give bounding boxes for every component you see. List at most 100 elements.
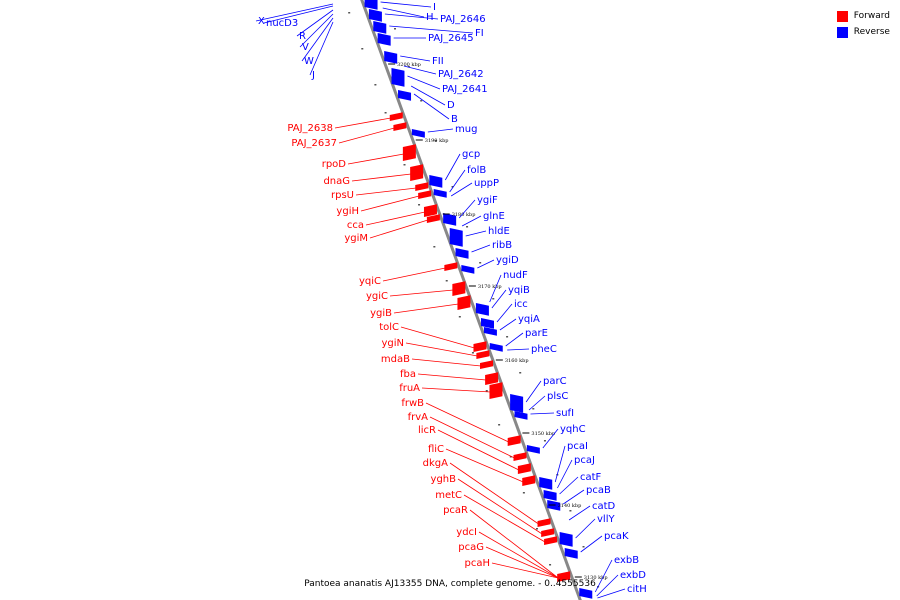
position-marker (471, 352, 474, 354)
position-marker (420, 100, 423, 102)
forward-gene-label-pcag: pcaG (458, 542, 559, 579)
reverse-gene-block (526, 444, 540, 454)
reverse-gene-label-h: H (382, 7, 434, 23)
svg-text:FI: FI (475, 28, 484, 39)
reverse-gene-block (391, 67, 405, 87)
reverse-gene-block (579, 588, 593, 599)
position-marker (535, 528, 538, 530)
reverse-gene-label-ribb: ribB (471, 240, 512, 253)
position-marker (498, 424, 501, 426)
svg-text:pcaI: pcaI (567, 441, 588, 452)
position-marker (519, 372, 522, 374)
svg-text:parC: parC (543, 376, 567, 387)
position-marker (492, 298, 495, 300)
reverse-gene-label-b: B (413, 93, 458, 125)
reverse-gene-block (364, 0, 378, 10)
forward-gene-block (444, 262, 458, 272)
forward-gene-label-ygim: ygiM (344, 219, 429, 244)
forward-gene-block (557, 571, 571, 582)
forward-gene-label-paj-2638: PAJ_2638 (287, 117, 391, 134)
svg-text:nucD3: nucD3 (266, 18, 298, 29)
reverse-gene-label-parc: parC (525, 376, 567, 403)
forward-gene-label-ygib: ygiB (370, 303, 459, 319)
reverse-gene-block (449, 228, 463, 247)
reverse-gene-block (398, 89, 412, 101)
reverse-gene-block (384, 51, 398, 64)
forward-gene-block (537, 518, 551, 527)
position-marker (569, 510, 572, 512)
position-marker (458, 316, 461, 318)
reverse-gene-block (461, 264, 475, 274)
svg-text:PAJ_2641: PAJ_2641 (442, 84, 488, 95)
reverse-gene-block (368, 8, 382, 22)
position-marker (433, 246, 436, 248)
reverse-gene-label-paj-2645: PAJ_2645 (393, 33, 474, 44)
forward-gene-block (410, 164, 424, 181)
reverse-gene-block (481, 317, 495, 329)
position-marker (451, 186, 454, 188)
svg-text:ygiH: ygiH (336, 206, 359, 217)
svg-text:citH: citH (627, 584, 647, 595)
forward-gene-block (544, 536, 558, 545)
svg-text:mug: mug (455, 124, 477, 135)
reverse-gene-block (514, 411, 528, 420)
position-marker (466, 226, 469, 228)
position-marker (361, 48, 364, 50)
svg-text:metC: metC (435, 490, 462, 501)
forward-gene-block (423, 204, 437, 217)
reverse-gene-label-hlde: hldE (465, 226, 510, 237)
forward-gene-block (402, 144, 416, 161)
reverse-gene-block (443, 213, 457, 226)
forward-gene-label-fba: fba (400, 369, 487, 381)
reverse-gene-block (539, 477, 553, 490)
reverse-gene-label-ygid: ygiD (477, 255, 519, 269)
forward-gene-label-ygih: ygiH (336, 195, 420, 217)
svg-text:exbB: exbB (614, 555, 639, 566)
reverse-gene-label-exbb: exbB (594, 555, 639, 593)
reverse-gene-label-r: R (296, 9, 334, 42)
svg-text:pheC: pheC (531, 344, 557, 355)
forward-gene-block (452, 281, 466, 297)
svg-text:W: W (304, 56, 314, 67)
position-marker (445, 280, 448, 282)
forward-swatch (836, 10, 848, 22)
reverse-gene-label-pcak: pcaK (580, 531, 629, 553)
axis-tick-label: 3160 kbp (505, 358, 529, 364)
svg-text:rpoD: rpoD (322, 159, 347, 170)
svg-text:fruA: fruA (399, 383, 420, 394)
position-marker (549, 564, 552, 566)
svg-text:PAJ_2642: PAJ_2642 (438, 69, 484, 80)
forward-gene-label-yqic: yqiC (359, 267, 446, 287)
reverse-gene-label-catd: catD (568, 501, 616, 521)
forward-gene-label-tolc: tolC (379, 322, 475, 349)
svg-text:plsC: plsC (547, 391, 568, 402)
position-marker (522, 492, 525, 494)
reverse-gene-block (483, 327, 497, 336)
reverse-gene-label-gcp: gcp (444, 149, 480, 181)
svg-text:uppP: uppP (474, 178, 499, 189)
forward-gene-label-frua: fruA (399, 383, 491, 394)
axis-tick-label: 3200 kbp (397, 62, 421, 68)
legend-forward-label: Forward (853, 11, 890, 21)
svg-text:ygiD: ygiD (496, 255, 519, 266)
position-marker (394, 28, 397, 30)
svg-text:catF: catF (580, 472, 602, 483)
position-marker (532, 408, 535, 410)
forward-gene-block (415, 182, 429, 191)
forward-gene-block (393, 122, 407, 131)
forward-gene-block (507, 435, 521, 447)
reverse-gene-label-yqhc: yqhC (542, 424, 586, 449)
position-marker (374, 84, 377, 86)
svg-text:J: J (311, 70, 315, 81)
svg-text:ygiC: ygiC (366, 291, 388, 302)
svg-text:ygiN: ygiN (381, 338, 404, 349)
svg-text:I: I (433, 2, 436, 13)
reverse-gene-label-d: D (410, 85, 455, 111)
svg-text:dkgA: dkgA (423, 458, 448, 469)
reverse-gene-label-folb: folB (449, 165, 486, 193)
reverse-gene-label-yqia: yqiA (499, 314, 540, 331)
position-marker (543, 440, 546, 442)
reverse-gene-block (510, 393, 524, 413)
gene-labels: PAJ_2638 PAJ_2637 rpoD dnaG rpsU ygiH cca ygiM y… (255, 1, 647, 599)
